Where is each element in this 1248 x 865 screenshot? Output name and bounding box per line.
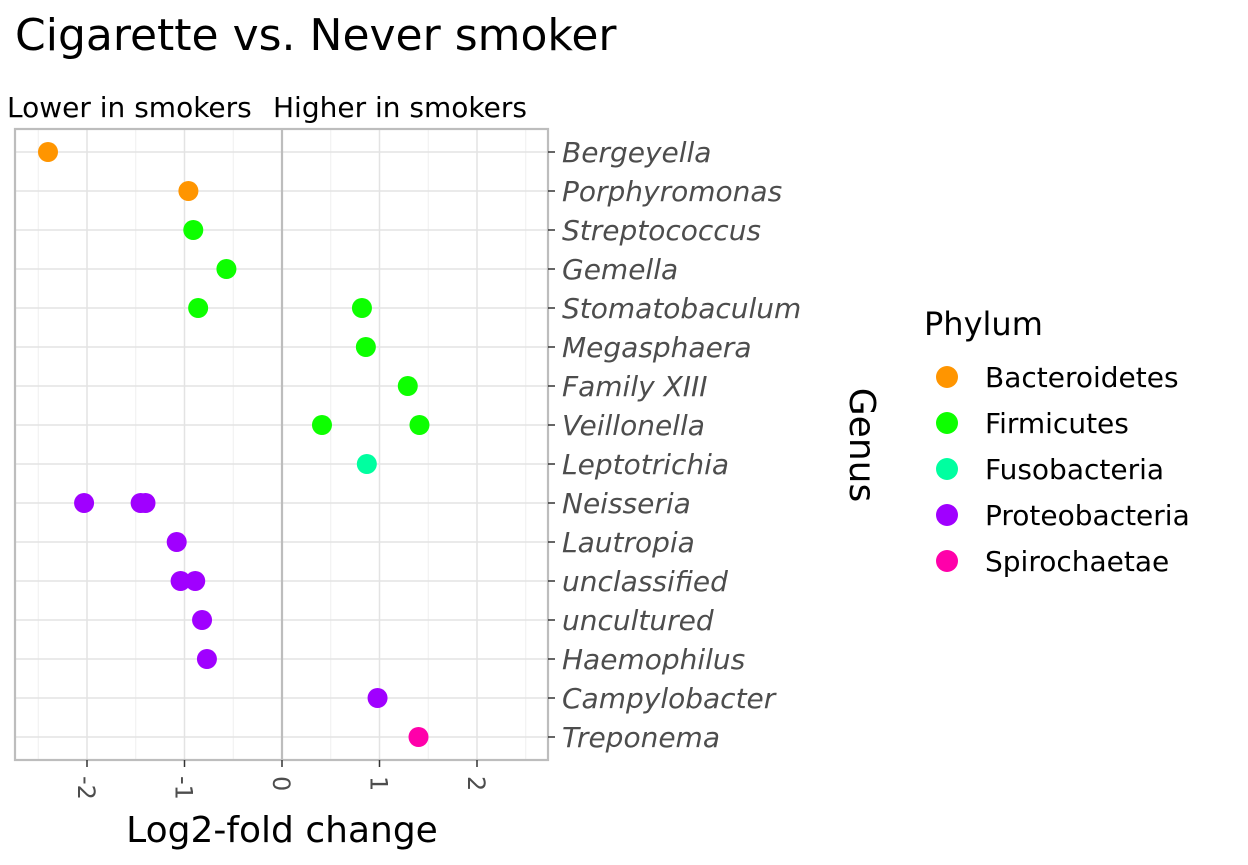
- legend-key-proteobacteria: [936, 504, 958, 526]
- point-porphyromonas: [178, 181, 199, 201]
- y-tick-label: Haemophilus: [562, 643, 745, 676]
- point-veillonella: [409, 415, 430, 435]
- y-tick-label: Family XIII: [562, 370, 708, 403]
- point-megasphaera: [355, 337, 376, 357]
- x-tick-label: 2: [462, 776, 490, 791]
- point-haemophilus: [196, 649, 217, 669]
- x-tick-label: 1: [365, 776, 393, 791]
- point-neisseria: [135, 493, 156, 513]
- subtitle-lower-in-smokers: Lower in smokers: [7, 91, 252, 124]
- legend-title: Phylum: [924, 305, 1043, 343]
- x-tick-label: 0: [267, 776, 295, 791]
- legend: Bacteroidetes Firmicutes Fusobacteria Prote…: [936, 361, 1190, 578]
- point-neisseria: [74, 493, 95, 513]
- point-leptotrichia: [356, 454, 377, 474]
- point-unclassified: [170, 571, 191, 591]
- x-axis-ticks: -2 -1 0 1 2: [72, 760, 490, 800]
- y-axis-title: Genus: [841, 388, 882, 502]
- point-campylobacter: [367, 688, 388, 708]
- y-tick-label: Porphyromonas: [562, 175, 782, 208]
- legend-label-bacteroidetes: Bacteroidetes: [985, 361, 1179, 394]
- point-veillonella: [311, 415, 332, 435]
- legend-label-fusobacteria: Fusobacteria: [985, 453, 1164, 486]
- point-family-xiii: [397, 376, 418, 396]
- point-gemella: [216, 259, 237, 279]
- legend-key-bacteroidetes: [936, 366, 958, 388]
- x-tick-label: -2: [72, 776, 100, 800]
- y-tick-label: Bergeyella: [562, 136, 711, 169]
- y-tick-label: Treponema: [562, 721, 720, 754]
- legend-key-firmicutes: [936, 412, 958, 434]
- point-treponema: [408, 727, 429, 747]
- data-points: [38, 142, 430, 747]
- point-uncultured: [192, 610, 213, 630]
- x-tick-label: -1: [170, 776, 198, 800]
- point-lautropia: [166, 532, 187, 552]
- y-tick-label: Streptococcus: [562, 214, 761, 247]
- legend-label-spirochaetae: Spirochaetae: [985, 545, 1169, 578]
- y-tick-label: uncultured: [562, 604, 714, 637]
- chart-title: Cigarette vs. Never smoker: [15, 10, 617, 61]
- point-streptococcus: [183, 220, 204, 240]
- x-axis-title: Log2-fold change: [126, 810, 438, 851]
- subtitle-higher-in-smokers: Higher in smokers: [273, 91, 527, 124]
- y-tick-label: unclassified: [562, 565, 728, 598]
- y-axis-ticks: Bergeyella Porphyromonas Streptococcus Geme…: [548, 136, 801, 754]
- y-tick-label: Leptotrichia: [562, 448, 729, 481]
- y-tick-label: Megasphaera: [562, 331, 751, 364]
- point-stomatobaculum: [351, 298, 372, 318]
- legend-key-spirochaetae: [936, 550, 958, 572]
- y-tick-label: Veillonella: [562, 409, 705, 442]
- y-tick-label: Lautropia: [562, 526, 695, 559]
- y-tick-label: Neisseria: [562, 487, 691, 520]
- point-stomatobaculum: [188, 298, 209, 318]
- y-tick-label: Stomatobaculum: [562, 292, 801, 325]
- point-unclassified: [185, 571, 206, 591]
- y-tick-label: Campylobacter: [562, 682, 777, 715]
- legend-label-proteobacteria: Proteobacteria: [985, 499, 1190, 532]
- y-tick-label: Gemella: [562, 253, 678, 286]
- legend-label-firmicutes: Firmicutes: [985, 407, 1129, 440]
- point-bergeyella: [38, 142, 58, 162]
- legend-key-fusobacteria: [936, 458, 958, 480]
